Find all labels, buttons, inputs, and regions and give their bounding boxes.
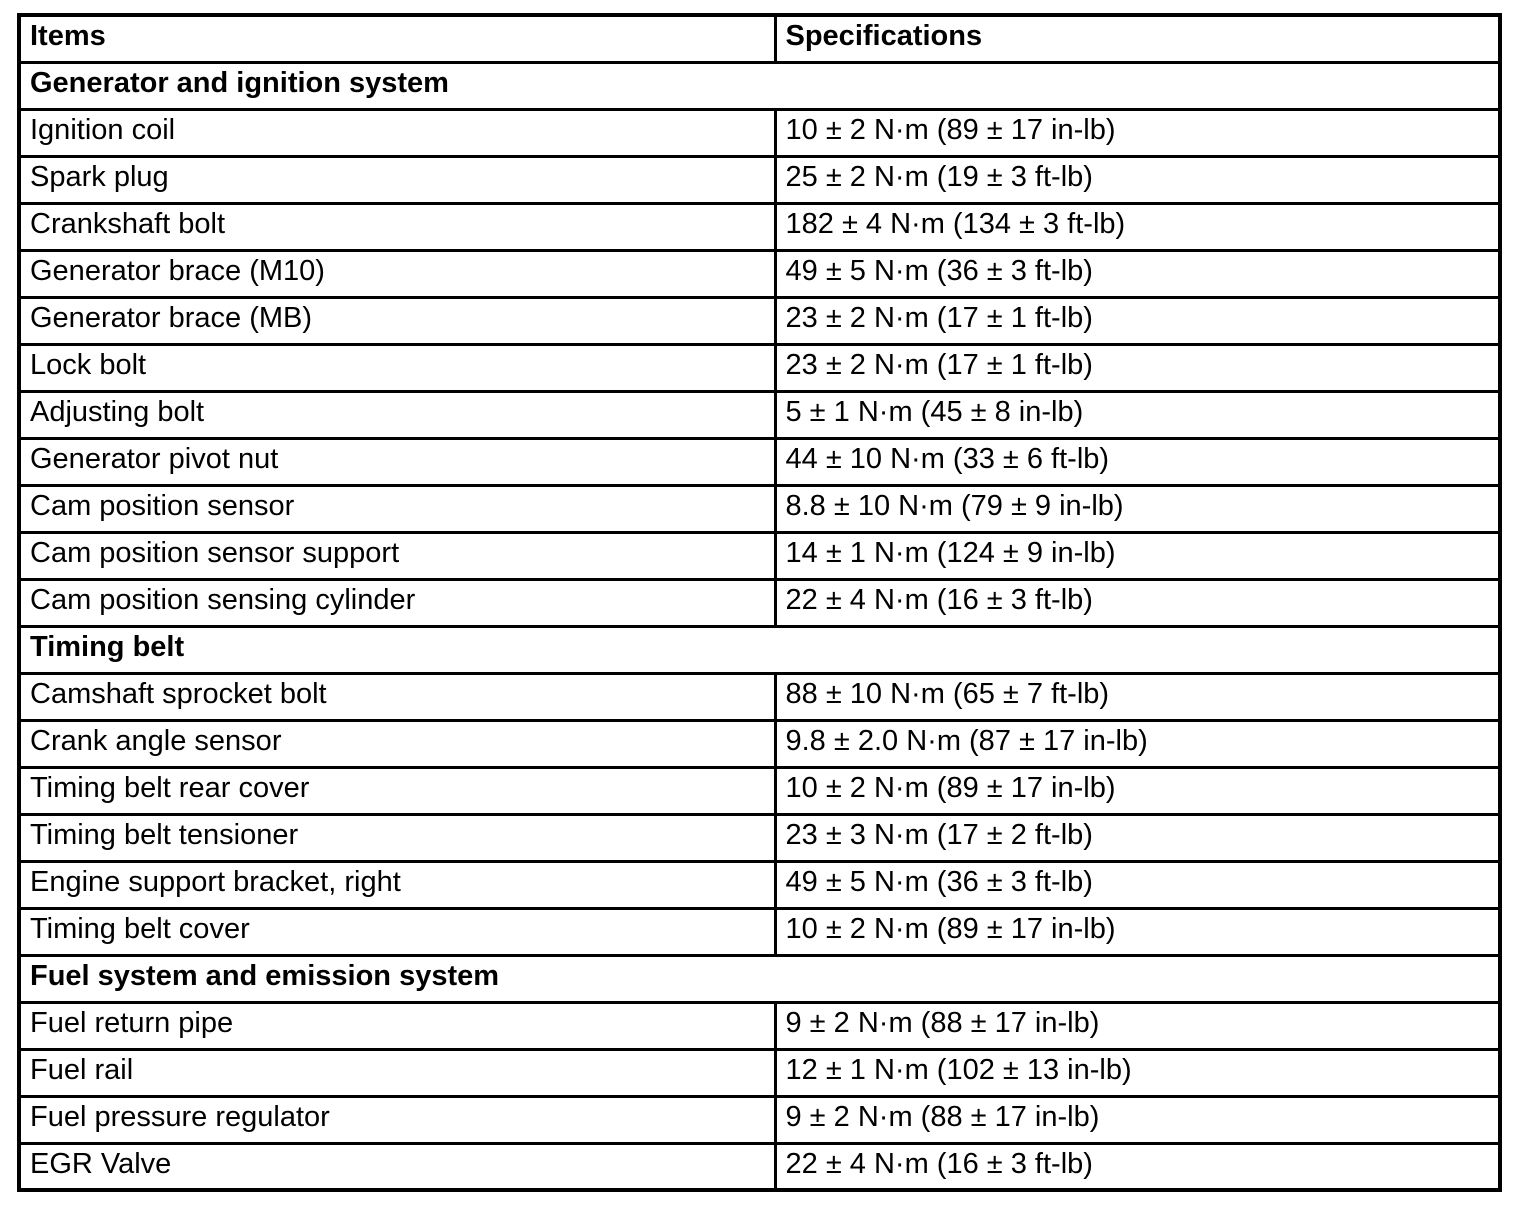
torque-specifications-table: Items Specifications Generator and ignit… (17, 13, 1502, 1192)
spec-cell: 10 ± 2 N·m (89 ± 17 in-lb) (773, 107, 1502, 158)
item-cell: Crank angle sensor (17, 718, 777, 769)
table-row: Spark plug 25 ± 2 N·m (19 ± 3 ft-lb) (17, 154, 1502, 205)
spec-cell: 12 ± 1 N·m (102 ± 13 in-lb) (773, 1047, 1502, 1098)
item-cell: Generator pivot nut (17, 436, 777, 487)
spec-cell: 49 ± 5 N·m (36 ± 3 ft-lb) (773, 859, 1502, 910)
item-cell: Lock bolt (17, 342, 777, 393)
section-header-row: Fuel system and emission system (17, 953, 1502, 1004)
table-row: Engine support bracket, right 49 ± 5 N·m … (17, 859, 1502, 910)
item-cell: Generator brace (MB) (17, 295, 777, 346)
spec-cell: 22 ± 4 N·m (16 ± 3 ft-lb) (773, 1141, 1502, 1192)
spec-cell: 23 ± 3 N·m (17 ± 2 ft-lb) (773, 812, 1502, 863)
item-cell: Timing belt tensioner (17, 812, 777, 863)
table-row: Crank angle sensor 9.8 ± 2.0 N·m (87 ± 17… (17, 718, 1502, 769)
item-cell: Ignition coil (17, 107, 777, 158)
table-row: Generator brace (M10) 49 ± 5 N·m (36 ± 3 … (17, 248, 1502, 299)
spec-cell: 5 ± 1 N·m (45 ± 8 in-lb) (773, 389, 1502, 440)
spec-cell: 88 ± 10 N·m (65 ± 7 ft-lb) (773, 671, 1502, 722)
table-row: Cam position sensor support 14 ± 1 N·m (1… (17, 530, 1502, 581)
spec-cell: 182 ± 4 N·m (134 ± 3 ft-lb) (773, 201, 1502, 252)
item-cell: Camshaft sprocket bolt (17, 671, 777, 722)
table-row: Generator pivot nut 44 ± 10 N·m (33 ± 6 f… (17, 436, 1502, 487)
spec-cell: 9 ± 2 N·m (88 ± 17 in-lb) (773, 1094, 1502, 1145)
spec-cell: 14 ± 1 N·m (124 ± 9 in-lb) (773, 530, 1502, 581)
item-cell: Timing belt rear cover (17, 765, 777, 816)
item-cell: EGR Valve (17, 1141, 777, 1192)
section-title: Timing belt (17, 624, 1502, 675)
spec-cell: 9 ± 2 N·m (88 ± 17 in-lb) (773, 1000, 1502, 1051)
table-header: Items Specifications (17, 13, 1502, 64)
section-header-row: Timing belt (17, 624, 1502, 675)
table-row: Ignition coil 10 ± 2 N·m (89 ± 17 in-lb) (17, 107, 1502, 158)
item-cell: Cam position sensor support (17, 530, 777, 581)
spec-cell: 44 ± 10 N·m (33 ± 6 ft-lb) (773, 436, 1502, 487)
column-header-specifications: Specifications (773, 13, 1502, 64)
spec-cell: 23 ± 2 N·m (17 ± 1 ft-lb) (773, 295, 1502, 346)
spec-cell: 22 ± 4 N·m (16 ± 3 ft-lb) (773, 577, 1502, 628)
table-row: Timing belt rear cover 10 ± 2 N·m (89 ± 1… (17, 765, 1502, 816)
table-row: Lock bolt 23 ± 2 N·m (17 ± 1 ft-lb) (17, 342, 1502, 393)
item-cell: Engine support bracket, right (17, 859, 777, 910)
item-cell: Cam position sensor (17, 483, 777, 534)
spec-cell: 25 ± 2 N·m (19 ± 3 ft-lb) (773, 154, 1502, 205)
section-title: Generator and ignition system (17, 60, 1502, 111)
header-row: Items Specifications (17, 13, 1502, 64)
table-row: Timing belt cover 10 ± 2 N·m (89 ± 17 in-… (17, 906, 1502, 957)
column-header-items: Items (17, 13, 777, 64)
table-row: Cam position sensing cylinder 22 ± 4 N·m … (17, 577, 1502, 628)
spec-cell: 10 ± 2 N·m (89 ± 17 in-lb) (773, 906, 1502, 957)
table-row: Fuel rail 12 ± 1 N·m (102 ± 13 in-lb) (17, 1047, 1502, 1098)
table-row: Camshaft sprocket bolt 88 ± 10 N·m (65 ± … (17, 671, 1502, 722)
section-title: Fuel system and emission system (17, 953, 1502, 1004)
spec-cell: 8.8 ± 10 N·m (79 ± 9 in-lb) (773, 483, 1502, 534)
spec-cell: 49 ± 5 N·m (36 ± 3 ft-lb) (773, 248, 1502, 299)
item-cell: Fuel rail (17, 1047, 777, 1098)
table-row: Crankshaft bolt 182 ± 4 N·m (134 ± 3 ft-l… (17, 201, 1502, 252)
section-header-row: Generator and ignition system (17, 60, 1502, 111)
table-row: Adjusting bolt 5 ± 1 N·m (45 ± 8 in-lb) (17, 389, 1502, 440)
table-row: Generator brace (MB) 23 ± 2 N·m (17 ± 1 f… (17, 295, 1502, 346)
table-row: Fuel return pipe 9 ± 2 N·m (88 ± 17 in-lb… (17, 1000, 1502, 1051)
table-row: Cam position sensor 8.8 ± 10 N·m (79 ± 9 … (17, 483, 1502, 534)
spec-cell: 23 ± 2 N·m (17 ± 1 ft-lb) (773, 342, 1502, 393)
table-row: Fuel pressure regulator 9 ± 2 N·m (88 ± 1… (17, 1094, 1502, 1145)
table-body: Generator and ignition system Ignition co… (17, 60, 1502, 1192)
item-cell: Fuel return pipe (17, 1000, 777, 1051)
item-cell: Cam position sensing cylinder (17, 577, 777, 628)
table-row: EGR Valve 22 ± 4 N·m (16 ± 3 ft-lb) (17, 1141, 1502, 1192)
item-cell: Timing belt cover (17, 906, 777, 957)
item-cell: Crankshaft bolt (17, 201, 777, 252)
spec-cell: 10 ± 2 N·m (89 ± 17 in-lb) (773, 765, 1502, 816)
item-cell: Fuel pressure regulator (17, 1094, 777, 1145)
spec-cell: 9.8 ± 2.0 N·m (87 ± 17 in-lb) (773, 718, 1502, 769)
item-cell: Generator brace (M10) (17, 248, 777, 299)
table-row: Timing belt tensioner 23 ± 3 N·m (17 ± 2 … (17, 812, 1502, 863)
item-cell: Spark plug (17, 154, 777, 205)
item-cell: Adjusting bolt (17, 389, 777, 440)
